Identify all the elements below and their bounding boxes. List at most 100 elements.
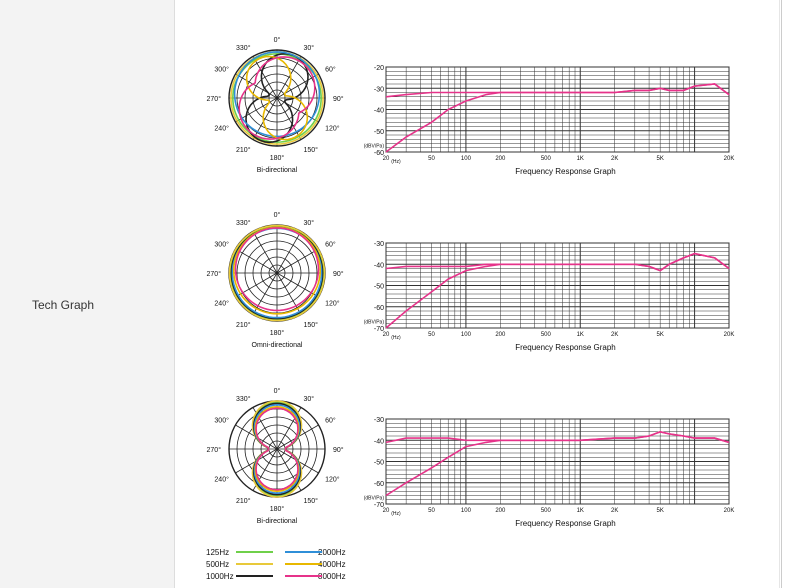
x-tick-label: 2K: [611, 508, 618, 514]
y-unit-label: (dBV/Pa): [364, 144, 385, 150]
y-tick-label: -40: [374, 438, 384, 445]
frequency-series-line: [385, 252, 730, 329]
polar-plot: 0° 30° 60° 90° 120° 150° 180° 210° 240° 270° 300° 3…: [207, 211, 344, 349]
legend-label: 4000Hz: [318, 560, 346, 569]
polar-spoke: [276, 272, 319, 298]
polar-spoke: [252, 97, 278, 140]
polar-angle-label: 300°: [214, 66, 229, 74]
frequency-series-line: [385, 83, 730, 153]
x-unit-label: (Hz): [391, 511, 401, 517]
x-tick-label: 1K: [577, 332, 584, 338]
polar-angle-label: 120°: [325, 476, 340, 484]
polar-pattern-8000hz: [238, 56, 316, 140]
polar-angle-label: 150°: [304, 321, 319, 329]
polar-spoke: [276, 56, 302, 99]
chart-title: Frequency Response Graph: [515, 519, 616, 528]
y-unit-label: (dBV/Pa): [364, 496, 385, 502]
x-tick-label: 100: [461, 156, 472, 162]
polar-angle-label: 30°: [304, 219, 315, 227]
y-tick-label: -60: [374, 305, 384, 312]
polar-angle-label: 300°: [214, 417, 229, 425]
x-tick-label: 20K: [724, 508, 735, 514]
x-tick-label: 20: [383, 156, 390, 162]
x-tick-label: 2K: [611, 332, 618, 338]
polar-pattern-500hz: [228, 224, 326, 322]
polar-angle-label: 120°: [325, 125, 340, 133]
chart-title: Frequency Response Graph: [515, 167, 616, 176]
x-tick-label: 50: [428, 332, 435, 338]
polar-angle-label: 0°: [274, 211, 281, 219]
x-tick-label: 1K: [577, 156, 584, 162]
y-tick-label: -70: [374, 502, 384, 509]
polar-pattern-8000hz: [234, 227, 320, 312]
x-unit-label: (Hz): [391, 159, 401, 165]
x-tick-label: 200: [495, 156, 506, 162]
table-border-inner: [779, 0, 780, 588]
frequency-legend: 125Hz 2000Hz 500Hz 4000Hz 1000Hz 8000Hz: [206, 548, 346, 581]
polar-spoke: [276, 231, 302, 274]
polar-angle-label: 240°: [214, 300, 229, 308]
polar-angle-label: 240°: [214, 125, 229, 133]
legend-label: 125Hz: [206, 548, 229, 557]
chart-title: Frequency Response Graph: [515, 343, 616, 352]
y-tick-label: -70: [374, 326, 384, 333]
y-tick-label: -60: [374, 150, 384, 157]
polar-angle-label: 300°: [214, 241, 229, 249]
polar-plot: 0° 30° 60° 90° 120° 150° 180° 210° 240° 270° 300° 3…: [207, 387, 344, 525]
polar-pattern-4000hz: [233, 226, 321, 315]
x-tick-label: 50: [428, 508, 435, 514]
x-tick-label: 200: [495, 332, 506, 338]
y-tick-label: -50: [374, 460, 384, 467]
x-tick-label: 500: [541, 332, 552, 338]
x-tick-label: 50: [428, 156, 435, 162]
polar-angle-label: 60°: [325, 417, 336, 425]
x-tick-label: 5K: [656, 508, 663, 514]
frequency-series-line: [385, 430, 730, 497]
polar-angle-label: 330°: [236, 44, 251, 52]
polar-angle-label: 30°: [304, 395, 315, 403]
polar-angle-label: 240°: [214, 476, 229, 484]
frequency-response-chart: -30 -40 -50 -60 -70(dBV/Pa) 20 50 100 200 500 1K 2K…: [364, 241, 735, 352]
polar-pattern-2000hz: [233, 51, 321, 138]
polar-angle-label: 0°: [274, 387, 281, 395]
x-tick-label: 20K: [724, 332, 735, 338]
x-tick-label: 1K: [577, 508, 584, 514]
x-tick-label: 100: [461, 508, 472, 514]
polar-angle-label: 270°: [207, 270, 222, 278]
legend-label: 2000Hz: [318, 548, 346, 557]
y-tick-label: -50: [374, 284, 384, 291]
x-tick-label: 5K: [656, 332, 663, 338]
polar-pattern-1000hz: [230, 226, 324, 320]
polar-spoke: [252, 231, 278, 274]
polar-angle-label: 330°: [236, 219, 251, 227]
x-tick-label: 20: [383, 508, 390, 514]
y-tick-label: -40: [374, 262, 384, 269]
x-tick-label: 500: [541, 156, 552, 162]
polar-angle-label: 90°: [333, 270, 344, 278]
polar-spoke: [276, 97, 302, 140]
polar-angle-label: 90°: [333, 446, 344, 454]
polar-angle-label: 120°: [325, 300, 340, 308]
polar-angle-label: 180°: [270, 154, 285, 162]
polar-angle-label: 150°: [304, 497, 319, 505]
y-tick-label: -60: [374, 481, 384, 488]
y-tick-label: -50: [374, 129, 384, 136]
polar-spoke: [235, 248, 278, 274]
y-tick-label: -30: [374, 86, 384, 93]
polar-angle-label: 150°: [304, 146, 319, 154]
polar-angle-label: 60°: [325, 241, 336, 249]
polar-angle-label: 210°: [236, 146, 251, 154]
polar-spoke: [235, 73, 278, 99]
y-tick-label: -30: [374, 241, 384, 248]
y-tick-label: -30: [374, 417, 384, 424]
polar-caption: Bi-directional: [257, 167, 298, 174]
polar-spoke: [252, 272, 278, 315]
x-tick-label: 2K: [611, 156, 618, 162]
x-tick-label: 500: [541, 508, 552, 514]
polar-angle-label: 0°: [274, 36, 281, 44]
x-tick-label: 20K: [724, 156, 735, 162]
polar-angle-label: 210°: [236, 321, 251, 329]
polar-caption: Bi-directional: [257, 518, 298, 525]
polar-angle-label: 210°: [236, 497, 251, 505]
